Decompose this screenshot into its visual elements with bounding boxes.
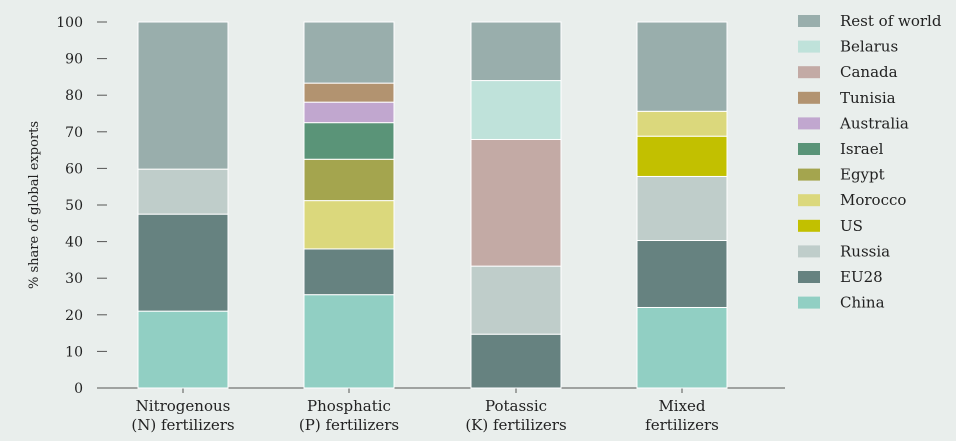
bar-segment-rest-of-world-potassic: [470, 21, 562, 82]
legend-label-tunisia: Tunisia: [840, 89, 896, 107]
bar-segment-rest-of-world-phosphatic: [303, 21, 395, 84]
legend-swatch-belarus: [798, 40, 820, 53]
legend-swatch-china: [798, 296, 820, 309]
y-tick-label: 50: [65, 198, 83, 214]
bar-segment-rest-of-world-nitrogenous: [137, 21, 229, 170]
legend-label-israel: Israel: [840, 140, 884, 158]
legend-label-belarus: Belarus: [840, 38, 898, 56]
bar-segment-morocco-mixed: [636, 110, 728, 137]
legend-swatch-rest-of-world: [798, 15, 820, 27]
legend-swatch-australia: [798, 117, 820, 130]
y-tick-label: 70: [65, 125, 83, 141]
legend-swatch-tunisia: [798, 91, 820, 104]
bar-segment-belarus-potassic: [470, 80, 562, 140]
y-tick-label: 60: [65, 161, 83, 177]
y-tick-label: 40: [65, 235, 83, 251]
category-label-nitrogenous-line1: Nitrogenous: [136, 397, 231, 415]
category-label-potassic-line1: Potassic: [485, 397, 547, 415]
y-tick-label: 10: [65, 344, 83, 360]
bar-segment-tunisia-phosphatic: [303, 82, 395, 103]
bar-segment-morocco-phosphatic: [303, 200, 395, 250]
bar-segment-eu28-mixed: [636, 240, 728, 308]
bar-segment-eu28-nitrogenous: [137, 213, 229, 312]
legend-swatch-canada: [798, 66, 820, 79]
bar-segment-australia-phosphatic: [303, 101, 395, 124]
bar-segment-eu28-phosphatic: [303, 248, 395, 296]
category-label-mixed-line2: fertilizers: [645, 416, 719, 434]
bar-segment-china-mixed: [636, 306, 728, 389]
bar-segment-eu28-potassic: [470, 333, 562, 389]
y-axis-title: % share of global exports: [27, 121, 42, 289]
category-label-nitrogenous-line2: (N) fertilizers: [131, 416, 234, 434]
legend: Rest of world Belarus Canada Tunisia Austral…: [798, 12, 942, 312]
bar-segment-china-nitrogenous: [137, 310, 229, 389]
y-tick-label: 20: [65, 308, 83, 324]
legend-label-rest-of-world: Rest of world: [840, 12, 942, 30]
category-labels: Nitrogenous(N) fertilizers Phosphatic(P) …: [131, 397, 718, 434]
y-tick-label: 0: [74, 381, 83, 397]
legend-label-egypt: Egypt: [840, 166, 885, 184]
legend-swatch-israel: [798, 143, 820, 155]
bar-segment-russia-potassic: [470, 265, 562, 335]
y-tick-label: 90: [65, 52, 83, 68]
legend-label-eu28: EU28: [840, 268, 883, 286]
legend-label-russia: Russia: [840, 242, 890, 260]
bar-segment-russia-mixed: [636, 175, 728, 242]
legend-swatch-russia: [798, 245, 820, 258]
bars: [137, 21, 728, 389]
legend-swatch-morocco: [798, 194, 820, 207]
legend-label-australia: Australia: [839, 114, 909, 132]
category-label-mixed-line1: Mixed: [658, 397, 705, 415]
bar-segment-israel-phosphatic: [303, 122, 395, 160]
category-label-phosphatic-line2: (P) fertilizers: [299, 416, 399, 434]
y-tick-label: 80: [65, 88, 83, 104]
category-label-phosphatic-line1: Phosphatic: [307, 397, 391, 415]
bar-segment-china-phosphatic: [303, 294, 395, 389]
legend-label-morocco: Morocco: [840, 191, 906, 209]
legend-swatch-us: [798, 219, 820, 232]
bar-segment-egypt-phosphatic: [303, 158, 395, 202]
category-label-potassic-line2: (K) fertilizers: [465, 416, 566, 434]
bar-segment-russia-nitrogenous: [137, 168, 229, 215]
bar-segment-rest-of-world-mixed: [636, 21, 728, 112]
bar-segment-us-mixed: [636, 135, 728, 177]
bar-segment-canada-potassic: [470, 138, 562, 267]
legend-label-canada: Canada: [840, 63, 898, 81]
legend-label-china: China: [840, 294, 885, 312]
y-tick-label: 30: [65, 271, 83, 287]
legend-label-us: US: [840, 217, 863, 235]
legend-swatch-eu28: [798, 271, 820, 283]
legend-swatch-egypt: [798, 168, 820, 181]
y-tick-label: 100: [56, 15, 83, 31]
